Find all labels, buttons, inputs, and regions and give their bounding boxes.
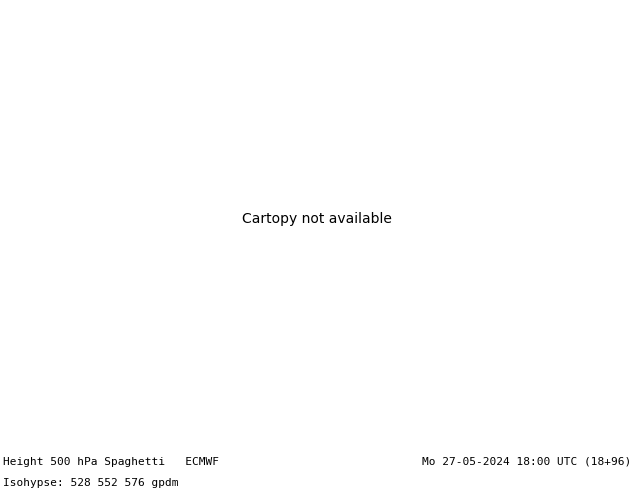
Text: Cartopy not available: Cartopy not available (242, 212, 392, 226)
Text: Mo 27-05-2024 18:00 UTC (18+96): Mo 27-05-2024 18:00 UTC (18+96) (422, 457, 631, 467)
Text: Isohypse: 528 552 576 gpdm: Isohypse: 528 552 576 gpdm (3, 478, 179, 488)
Text: Height 500 hPa Spaghetti   ECMWF: Height 500 hPa Spaghetti ECMWF (3, 457, 219, 467)
